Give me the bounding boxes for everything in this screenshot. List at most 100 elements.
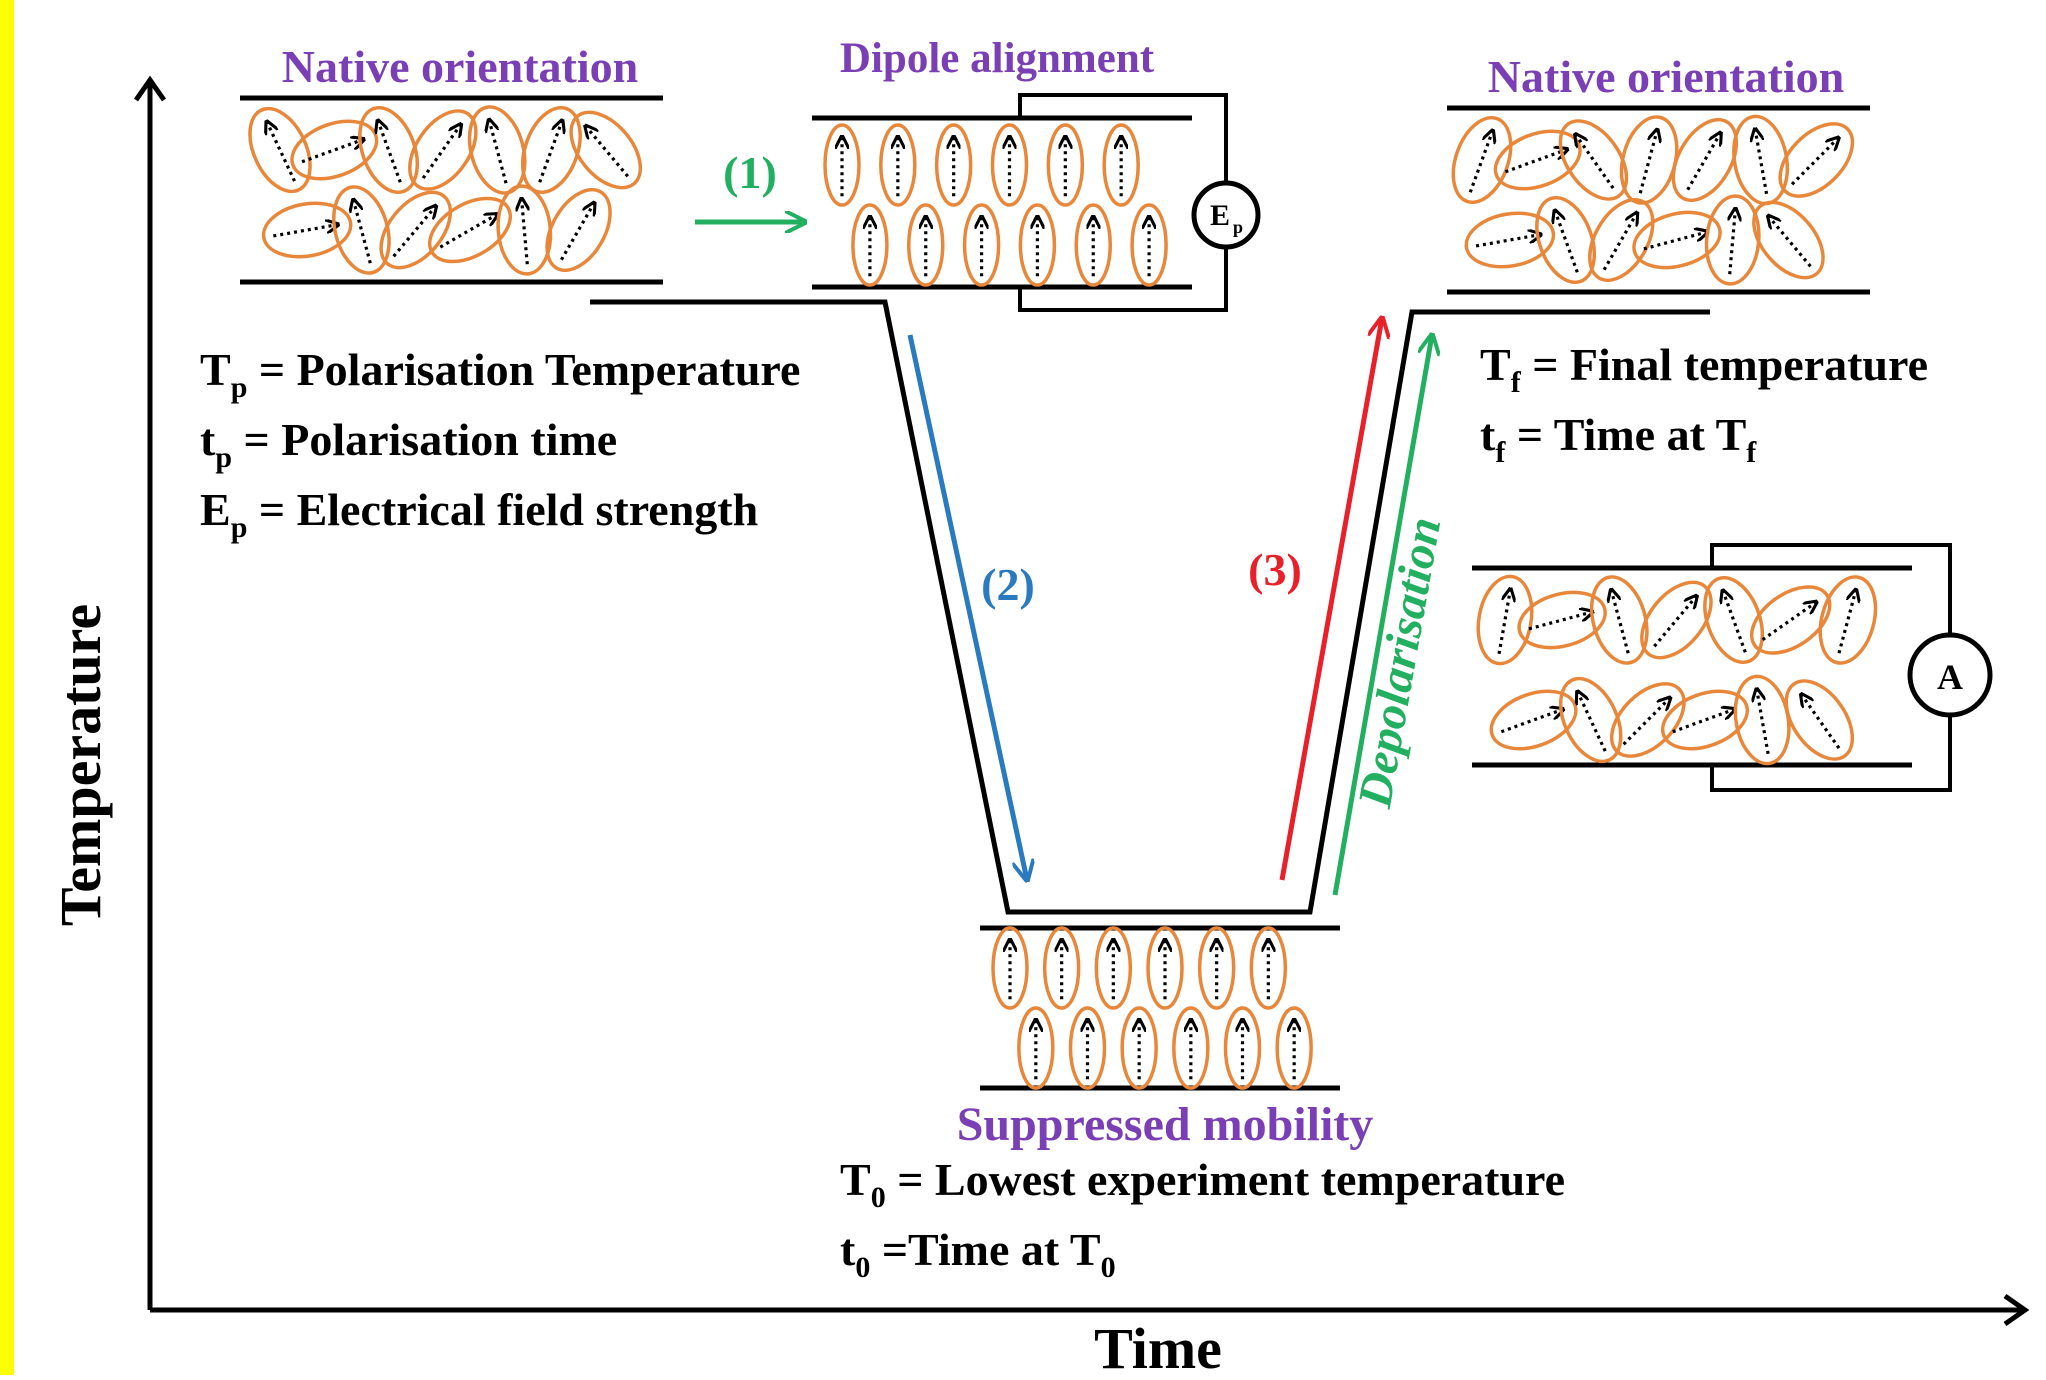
ammeter-wire-bottom [1710,715,1952,792]
temperature-profile [590,299,1710,915]
dipole-molecule [1640,580,1713,660]
top-left-dipoles [248,105,643,276]
dipole-molecule [496,184,553,276]
ammeter-symbol [1907,632,1993,718]
step2-label: (2) [981,559,1035,610]
ammeter-panel: A [1472,543,1993,792]
field-source-letter: E [1210,199,1230,232]
dipole-molecule [1703,575,1765,665]
dipole-molecule [1197,926,1236,1010]
dipole-molecule [569,110,643,190]
dipole-molecule [545,187,612,273]
dipole-panel: E p [812,93,1261,312]
dipole-molecule [1130,203,1168,287]
dipole-aligned-dipoles [823,123,1168,287]
dipole-molecule [1451,115,1513,205]
dipole-molecule [1632,210,1722,270]
dipole-molecule [907,203,945,287]
dipole-molecule [1146,926,1184,1010]
dipole-molecule [1671,117,1739,203]
dipole-molecule [1476,574,1534,666]
dipole-molecule [823,123,861,207]
dipole-molecule [1752,200,1825,280]
dipole-molecule [1589,575,1649,665]
step3-label: (3) [1248,544,1302,595]
dipole-molecule [1094,926,1133,1010]
step1-label: (1) [723,147,777,198]
def-polarisation-time: tp = Polarisation time [200,414,617,474]
dipole-molecule [1558,676,1623,764]
def-field-strength: Ep = Electrical field strength [200,484,758,544]
dipole-molecule [1493,129,1582,191]
field-source-subscript: p [1233,217,1243,237]
top-left-panel [240,95,663,285]
dipole-molecule [1017,1006,1055,1090]
ammeter-wire-top [1710,543,1952,635]
dipole-molecule [1517,590,1607,650]
dipole-molecule [934,123,973,207]
ammeter-letter: A [1937,657,1963,697]
top-right-panel [1447,105,1870,295]
def-time-at-lowest: t0 =Time at T0 [840,1224,1116,1284]
def-time-at-final: tf = Time at Tf [1480,409,1757,469]
bottom-panel [980,925,1340,1091]
dipole-molecule [990,123,1029,207]
depolarisation-arrow [1332,335,1432,896]
top-right-dipoles [1451,114,1855,286]
dipole-molecule [1818,575,1878,665]
dipole-molecule [1172,1006,1210,1090]
dipole-molecule [1588,197,1655,283]
x-axis-label: Time [1094,1316,1222,1375]
def-final-temperature: Tf = Final temperature [1480,339,1928,399]
step2-arrow [907,334,1027,880]
bottom-aligned-dipoles [991,926,1313,1090]
dipole-molecule [1778,122,1855,198]
dipole-molecule [290,119,379,181]
depolarisation-label: Depolarisation [1348,513,1451,812]
dipole-molecule [358,105,420,195]
dipole-molecule [1609,682,1686,758]
def-polarisation-temperature: Tp = Polarisation Temperature [200,344,800,404]
dipole-molecule [1018,203,1057,287]
field-source-symbol [1191,180,1261,250]
dipole-molecule [1102,123,1140,207]
dipole-molecule [991,926,1029,1010]
dipole-molecule [1558,119,1629,201]
dipole-molecule [379,190,453,270]
dipole-molecule [1784,679,1855,761]
dipole-circuit-wire-top [1018,93,1228,185]
dipole-molecule [1733,674,1791,766]
dipole-molecule [248,106,312,194]
dipole-molecule [1074,203,1112,287]
left-border-stripe [0,0,14,1375]
dipole-molecule [1660,689,1750,751]
dipole-molecule [427,196,513,264]
dipole-molecule [1249,926,1288,1010]
dipole-molecule [261,201,353,259]
dipole-molecule [851,203,889,287]
dipole-molecule [1489,689,1578,751]
dipole-molecule [1535,195,1597,285]
dipole-molecule [1464,211,1556,269]
dipole-molecule [332,185,391,275]
y-axis-label: Temperature [48,604,113,926]
top-left-panel-title: Native orientation [282,41,638,92]
step3-arrow [1279,318,1382,881]
top-right-panel-title: Native orientation [1488,51,1844,102]
dipole-molecule [879,123,917,207]
dipole-molecule [1120,1006,1158,1090]
dipole-molecule [1046,123,1085,207]
dipole-molecule [1704,194,1761,286]
bottom-panel-title: Suppressed mobility [957,1098,1374,1151]
dipole-molecule [1275,1006,1313,1090]
def-lowest-temperature: T0 = Lowest experiment temperature [840,1154,1565,1214]
dipole-molecule [1749,585,1832,655]
dipole-molecule [1068,1006,1107,1090]
dipole-molecule [1042,926,1081,1010]
dipole-molecule [408,109,478,191]
dipole-panel-title: Dipole alignment [840,35,1155,82]
dipole-molecule [962,203,1001,287]
y-axis-arrowhead [133,75,167,102]
